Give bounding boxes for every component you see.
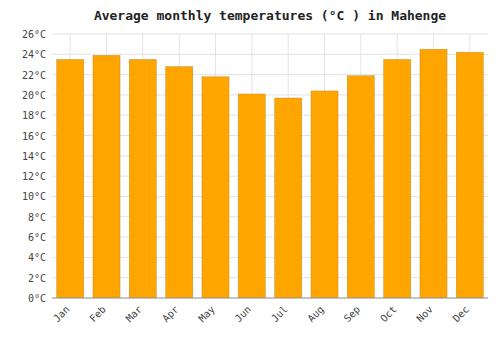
y-tick-label: 2°C: [28, 273, 46, 284]
y-tick-label: 18°C: [22, 110, 46, 121]
bar: [202, 77, 229, 298]
bar: [384, 59, 411, 298]
bar: [347, 76, 374, 298]
x-tick-label: Mar: [124, 304, 145, 325]
y-tick-label: 4°C: [28, 252, 46, 263]
x-tick-label: Apr: [160, 304, 181, 325]
x-tick-label: Dec: [451, 304, 472, 325]
y-tick-label: 24°C: [22, 49, 46, 60]
y-tick-label: 22°C: [22, 70, 46, 81]
chart: Average monthly temperatures (°C ) in Ma…: [0, 0, 500, 350]
y-grid-line: [52, 34, 488, 35]
bar: [129, 59, 156, 298]
bar: [93, 55, 120, 298]
y-tick-label: 16°C: [22, 131, 46, 142]
bar: [420, 49, 447, 298]
bars: [57, 49, 484, 298]
bar: [275, 98, 302, 298]
title: Average monthly temperatures (°C ) in Ma…: [94, 8, 446, 23]
y-tick-label: 12°C: [22, 171, 46, 182]
grid: [52, 34, 488, 298]
bar: [238, 94, 265, 298]
bar: [311, 91, 338, 298]
y-tick-label: 0°C: [28, 293, 46, 304]
bar: [456, 52, 483, 298]
y-tick-label: 8°C: [28, 212, 46, 223]
y-tick-label: 6°C: [28, 232, 46, 243]
bar: [57, 59, 84, 298]
axes: 0°C 2°C 4°C 6°C 8°C 10°C 12°C 14°C 16°C 18°C 20°C 2…: [22, 29, 471, 324]
x-tick-label: Nov: [414, 304, 435, 325]
x-tick-label: Aug: [305, 304, 326, 325]
y-grid-line: [52, 298, 488, 299]
y-tick-label: 20°C: [22, 90, 46, 101]
x-tick-label: Feb: [87, 304, 108, 325]
bar: [166, 66, 193, 298]
x-tick-label: Sep: [342, 304, 363, 325]
x-tick-label: Jan: [51, 304, 72, 325]
x-axis-line: [52, 298, 488, 299]
chart-container: Average monthly temperatures (°C ) in Ma…: [0, 0, 500, 350]
x-tick-label: Jul: [269, 304, 290, 325]
y-tick-label: 10°C: [22, 191, 46, 202]
y-tick-label: 14°C: [22, 151, 46, 162]
x-tick-label: May: [196, 304, 217, 325]
x-tick-label: Jun: [233, 304, 254, 325]
x-tick-label: Oct: [378, 304, 399, 325]
y-tick-label: 26°C: [22, 29, 46, 40]
